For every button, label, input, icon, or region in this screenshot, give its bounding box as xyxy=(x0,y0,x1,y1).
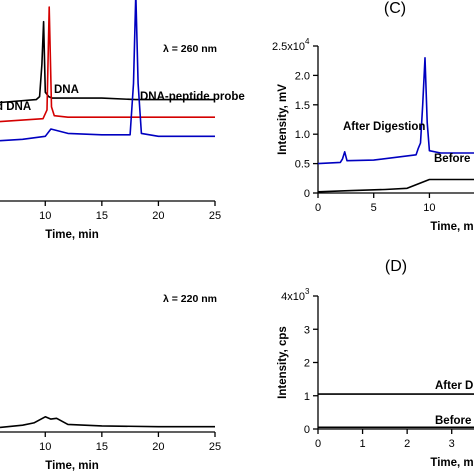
y-tick-label: 2 xyxy=(304,358,310,370)
panel-label: (D) xyxy=(385,258,407,275)
x-tick-label: 2 xyxy=(404,438,410,450)
x-tick-label: 0 xyxy=(315,202,321,214)
x-tick-label: 10 xyxy=(423,202,435,214)
series-line-d-dna xyxy=(0,20,215,104)
x-tick-label: 15 xyxy=(96,441,108,453)
y-tick-exponent: 3 xyxy=(305,287,310,296)
y-axis-label: Intensity, cps xyxy=(277,326,289,399)
y-tick-label: 0 xyxy=(304,424,310,436)
wavelength-annotation: λ = 220 nm xyxy=(163,293,217,305)
y-tick-exponent: 4 xyxy=(305,37,310,46)
series-line-before xyxy=(317,178,474,193)
x-tick-label: 20 xyxy=(152,210,164,222)
x-tick-label: 10 xyxy=(39,441,51,453)
series-line-trace xyxy=(0,415,215,429)
panel-a-260nm: 10 15 20 25 Time, min d DNA DNA DNA-peptide pro… xyxy=(0,0,245,241)
series-label: DNA xyxy=(54,84,79,96)
y-tick-label: 2.5x10 xyxy=(272,41,305,53)
x-tick-label: 25 xyxy=(209,441,221,453)
x-tick-label: 3 xyxy=(449,438,455,450)
x-axis-label: Time, min xyxy=(45,229,98,241)
y-tick-label: 1 xyxy=(304,391,310,403)
series-line-dna-peptide-probe xyxy=(0,0,215,142)
x-tick-label: 5 xyxy=(371,202,377,214)
y-tick-label: 1.0 xyxy=(295,129,310,141)
series-line-after-digestion xyxy=(317,56,474,165)
series-label: Before xyxy=(434,153,470,165)
panel-label: (C) xyxy=(384,0,406,17)
y-tick-label: 2.0 xyxy=(295,70,310,82)
x-axis-label: Time, m xyxy=(430,221,473,233)
series-label: Before xyxy=(435,415,471,427)
series-label: After Di xyxy=(435,380,474,392)
x-tick-label: 15 xyxy=(96,210,108,222)
y-tick-label: 0.5 xyxy=(295,159,310,171)
series-label: d DNA xyxy=(0,101,31,113)
panel-c: 0 5 10 Time, m 0 0.5 1.0 1.5 2.0 2.5x10 4 Intensity… xyxy=(272,0,474,233)
panel-b-220nm: 10 15 20 25 Time, min λ = 220 nm xyxy=(0,293,221,472)
y-axis-label: Intensity, mV xyxy=(277,84,289,155)
x-tick-label: 20 xyxy=(152,441,164,453)
y-tick-label: 1.5 xyxy=(295,100,310,112)
x-axis-label: Time, min xyxy=(45,460,98,472)
series-label: After Digestion xyxy=(343,121,425,133)
y-tick-label: 3 xyxy=(304,324,310,336)
x-tick-label: 1 xyxy=(360,438,366,450)
series-label: DNA-peptide probe xyxy=(140,91,245,103)
series-line-dna xyxy=(0,6,215,123)
wavelength-annotation: λ = 260 nm xyxy=(163,43,217,55)
x-axis-label: Time, m xyxy=(430,457,473,469)
x-tick-label: 10 xyxy=(39,210,51,222)
x-tick-label: 25 xyxy=(209,210,221,222)
y-tick-label: 4x10 xyxy=(281,291,305,303)
y-tick-label: 0 xyxy=(304,188,310,200)
x-tick-label: 0 xyxy=(315,438,321,450)
